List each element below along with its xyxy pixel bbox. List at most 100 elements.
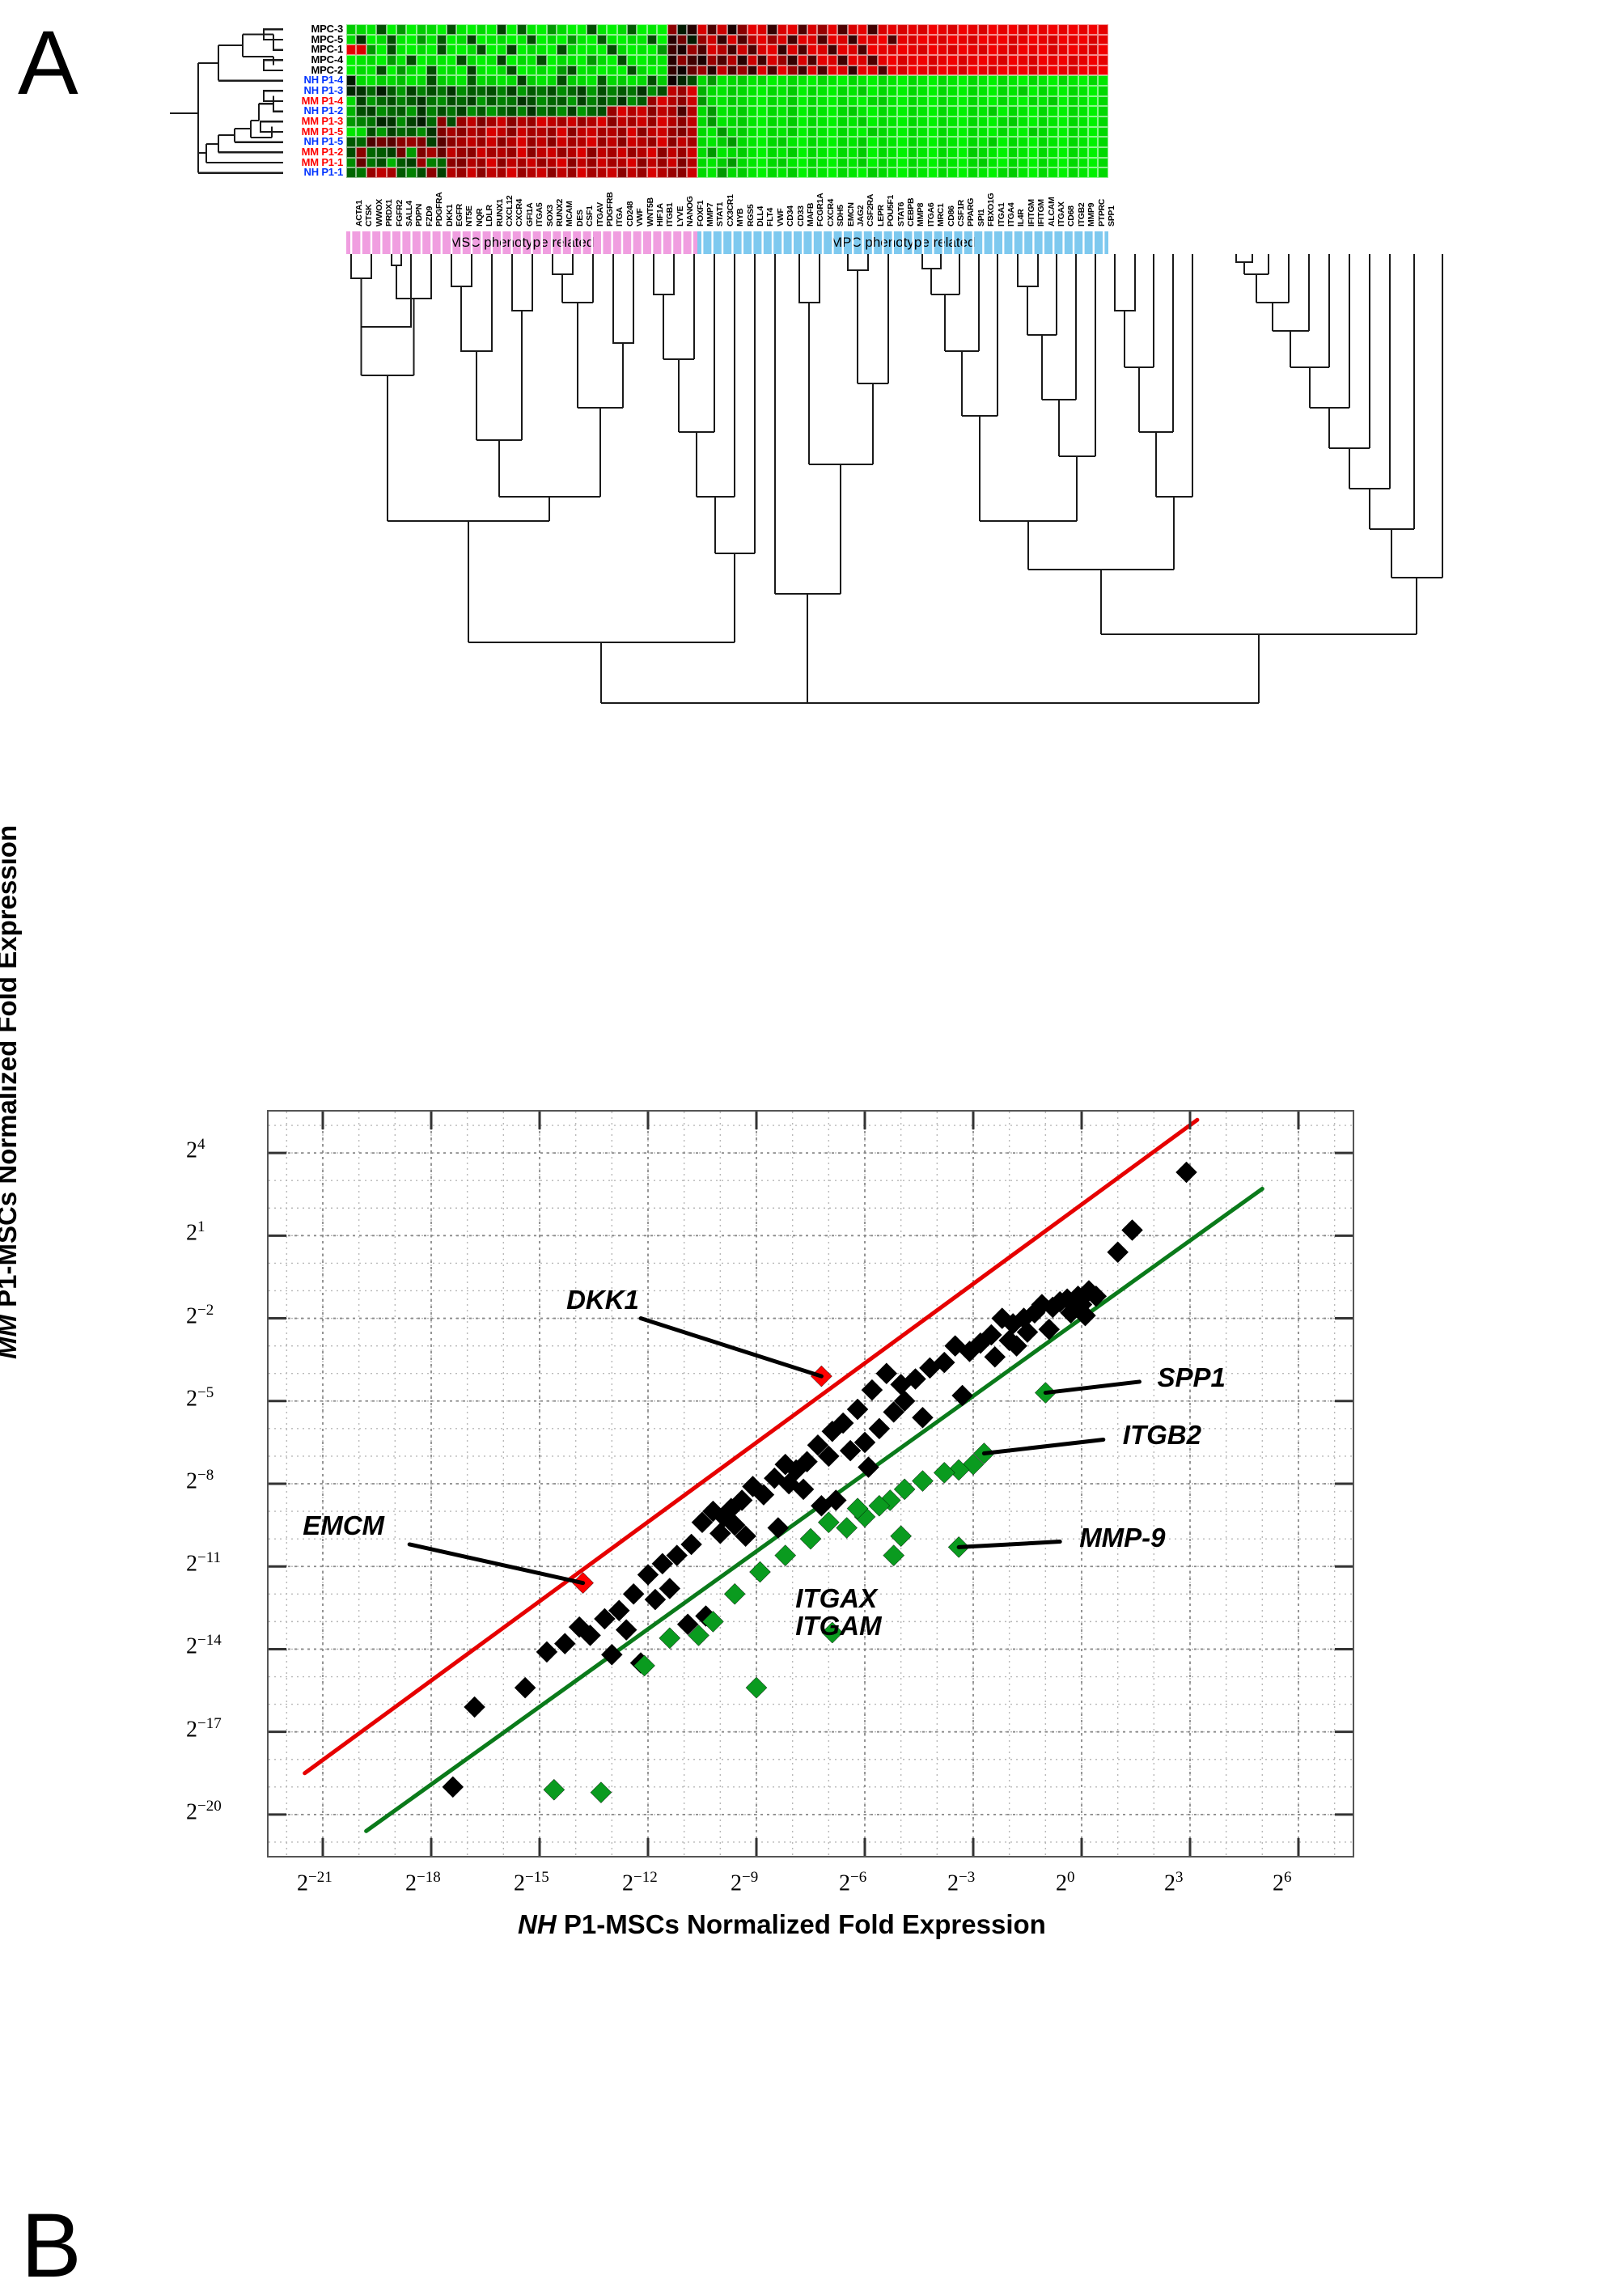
heatmap-cell [1068, 146, 1078, 158]
heatmap-cell [667, 116, 677, 127]
heatmap-cell [726, 75, 738, 86]
data-point-black [1175, 1161, 1197, 1184]
heatmap-cell [456, 137, 467, 147]
heatmap-cell [456, 106, 467, 116]
heatmap-cell [807, 126, 818, 138]
heatmap-cell [707, 95, 718, 107]
heatmap-cell [1098, 106, 1108, 116]
sample-row-label: MPC-5 [311, 32, 344, 45]
heatmap-cell [576, 65, 587, 76]
heatmap-cell [857, 106, 868, 116]
heatmap-cell [757, 106, 768, 116]
heatmap-cell [907, 85, 918, 96]
heatmap-cell [997, 126, 1008, 138]
gene-label: RUNX1 [494, 198, 505, 227]
heatmap-cell [847, 106, 858, 116]
heatmap-cell [356, 146, 366, 158]
heatmap-cell [527, 54, 537, 66]
heatmap-cell [977, 65, 988, 76]
heatmap-cell [506, 34, 517, 45]
data-point-black [912, 1406, 934, 1429]
heatmap-cell [646, 75, 658, 86]
heatmap-cell [807, 75, 818, 86]
x-axis-tick-label: 26 [1273, 1869, 1292, 1896]
heatmap-cell [557, 106, 567, 116]
heatmap-cell [536, 137, 547, 147]
data-point-green [659, 1627, 681, 1650]
heatmap-cell [646, 54, 658, 66]
heatmap-cell [667, 24, 677, 35]
heatmap-cell [616, 95, 627, 107]
heatmap-cell [416, 24, 427, 35]
heatmap-cell [576, 116, 587, 127]
heatmap-cell [557, 85, 567, 96]
heatmap-cell [867, 157, 878, 168]
heatmap-cell [566, 75, 577, 86]
heatmap-cell [797, 116, 807, 127]
heatmap-cell [396, 44, 407, 55]
heatmap-cell [376, 106, 387, 116]
heatmap-cell [676, 24, 688, 35]
heatmap-cell [416, 106, 427, 116]
heatmap-cell [546, 116, 557, 127]
heatmap-cell [687, 126, 697, 138]
heatmap-cell [847, 75, 858, 86]
heatmap-cell [546, 85, 557, 96]
heatmap-cell [997, 34, 1008, 45]
heatmap-cell [607, 75, 617, 86]
data-point-black [817, 1445, 840, 1468]
heatmap-cell [917, 157, 928, 168]
heatmap-cell [446, 146, 457, 158]
heatmap-cell [456, 65, 467, 76]
heatmap-cell [807, 95, 818, 107]
heatmap-cell [787, 24, 798, 35]
heatmap-cell [847, 95, 858, 107]
heatmap-cell [557, 34, 567, 45]
heatmap-cell [938, 137, 948, 147]
heatmap-cell [477, 65, 487, 76]
heatmap-cell [897, 137, 908, 147]
heatmap-cell [787, 44, 798, 55]
heatmap-cell [637, 146, 647, 158]
data-point-black [742, 1476, 764, 1497]
heatmap-cell [626, 137, 637, 147]
heatmap-cell [576, 85, 587, 96]
heatmap-cell [977, 75, 988, 86]
heatmap-cell [426, 126, 437, 138]
heatmap-cell [737, 167, 748, 178]
heatmap-cell [777, 54, 788, 66]
heatmap-cell [988, 137, 998, 147]
data-point-black [1038, 1318, 1061, 1341]
heatmap-cell [527, 34, 537, 45]
heatmap-cell [817, 116, 828, 127]
heatmap-cell [366, 95, 377, 107]
heatmap-cell [566, 95, 577, 107]
heatmap-cell [927, 106, 938, 116]
heatmap-cell [797, 54, 807, 66]
heatmap-cell [947, 157, 958, 168]
heatmap-cell [697, 54, 708, 66]
heatmap-cell [767, 24, 777, 35]
heatmap-cell [1098, 126, 1108, 138]
heatmap-cell [406, 146, 417, 158]
heatmap-cell [927, 126, 938, 138]
heatmap-cell [626, 75, 637, 86]
heatmap-cell [897, 126, 908, 138]
heatmap-cell [847, 24, 858, 35]
heatmap-row [346, 75, 1108, 86]
sample-row-label: NH P1-4 [303, 74, 344, 87]
heatmap-cell [1087, 137, 1099, 147]
heatmap-cell [957, 85, 968, 96]
heatmap-cell [747, 75, 758, 86]
heatmap-cell [767, 167, 777, 178]
gene-label: SPI1 [976, 209, 986, 227]
data-point-black [1074, 1304, 1096, 1327]
heatmap-cell [857, 167, 868, 178]
heatmap-cell [1037, 34, 1048, 45]
heatmap-cell [607, 54, 617, 66]
y-axis-label-rest: P1-MSCs Normalized Fold Expression [0, 824, 22, 1307]
heatmap-cell [747, 65, 758, 76]
heatmap-cell [817, 24, 828, 35]
heatmap-cell [787, 65, 798, 76]
x-axis-label: NH P1-MSCs Normalized Fold Expression [518, 1909, 1046, 1940]
